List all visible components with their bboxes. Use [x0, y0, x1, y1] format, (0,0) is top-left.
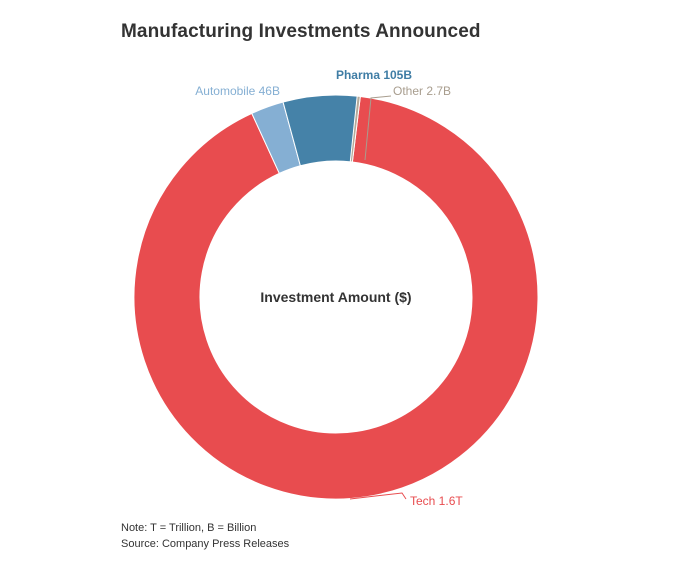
leader-line-tech	[349, 492, 407, 500]
leader-lines	[349, 95, 407, 500]
source-text: Source: Company Press Releases	[121, 538, 290, 550]
slice-tech	[133, 95, 539, 500]
slice-labels: Tech 1.6T Automobile 46B Pharma 105B Other …	[195, 68, 463, 508]
slice-label-automobile: Automobile 46B	[195, 84, 280, 98]
slice-other	[349, 95, 361, 163]
donut-slices	[133, 94, 539, 500]
slice-label-pharma: Pharma 105B	[336, 68, 412, 82]
chart-title: Manufacturing Investments Announced	[121, 21, 481, 42]
slice-label-tech: Tech 1.6T	[410, 494, 463, 508]
note-text: Note: T = Trillion, B = Billion	[121, 522, 257, 534]
slice-label-other: Other 2.7B	[393, 84, 451, 98]
leader-line-other	[364, 95, 392, 161]
center-label: Investment Amount ($)	[260, 289, 411, 305]
